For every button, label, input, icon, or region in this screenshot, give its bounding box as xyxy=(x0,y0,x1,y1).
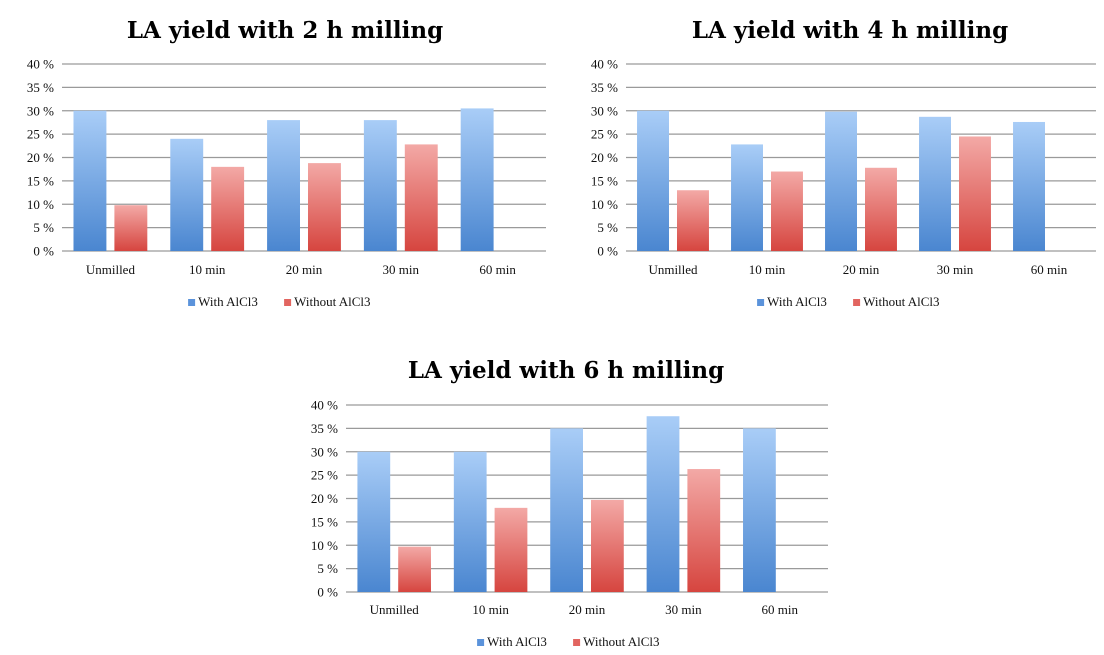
y-tick-label: 20 % xyxy=(27,150,54,165)
legend-swatch xyxy=(573,639,581,646)
x-category-label: Unmilled xyxy=(86,262,136,277)
bar-with-alcl3 xyxy=(731,144,763,251)
bar-without-alcl3 xyxy=(959,136,991,251)
bar-without-alcl3 xyxy=(677,190,709,251)
y-tick-label: 40 % xyxy=(311,398,338,413)
bar-with-alcl3 xyxy=(453,451,487,592)
y-tick-label: 0 % xyxy=(317,585,338,600)
legend-label: Without AlCl3 xyxy=(583,634,659,649)
y-tick-label: 25 % xyxy=(27,127,54,142)
bar-with-alcl3 xyxy=(267,120,300,251)
y-tick-label: 5 % xyxy=(597,220,618,235)
chart-title: LA yield with 2 h milling xyxy=(127,17,443,44)
x-category-label: 30 min xyxy=(937,262,974,277)
y-tick-label: 0 % xyxy=(33,244,54,259)
chart-4h-milling: LA yield with 4 h milling 0 % 5 % 10 % 15 % 2… xyxy=(566,0,1104,330)
chart-title: LA yield with 4 h milling xyxy=(692,17,1008,44)
x-category-label: 20 min xyxy=(569,602,606,617)
bar-without-alcl3 xyxy=(687,469,721,592)
legend-swatch xyxy=(477,639,485,646)
chart-2h-milling: LA yield with 2 h milling 0 % 5 % 10 % 15 % 2… xyxy=(0,0,560,330)
x-category-label: 20 min xyxy=(286,262,323,277)
bar-with-alcl3 xyxy=(363,120,397,251)
x-category-label: 10 min xyxy=(472,602,509,617)
chart-svg: LA yield with 6 h milling 0 % 5 % 10 % 15 % 2… xyxy=(311,357,828,649)
y-tick-label: 0 % xyxy=(597,244,618,259)
x-category-label: Unmilled xyxy=(648,262,698,277)
y-tick-label: 40 % xyxy=(591,57,618,72)
x-category-label: 60 min xyxy=(1031,262,1068,277)
y-tick-label: 35 % xyxy=(27,80,54,95)
bar-with-alcl3 xyxy=(637,110,669,251)
bar-with-alcl3 xyxy=(919,116,951,251)
x-category-label: 60 min xyxy=(762,602,799,617)
y-tick-label: 10 % xyxy=(591,197,618,212)
legend-label: With AlCl3 xyxy=(767,294,827,309)
chart-title: LA yield with 6 h milling xyxy=(408,357,724,384)
x-category-label: 60 min xyxy=(479,262,516,277)
y-tick-label: 30 % xyxy=(27,103,54,118)
bar-with-alcl3 xyxy=(170,138,204,251)
x-category-label: 30 min xyxy=(383,262,420,277)
y-tick-label: 35 % xyxy=(311,421,338,436)
bar-without-alcl3 xyxy=(114,205,148,251)
y-tick-label: 5 % xyxy=(33,220,54,235)
bar-with-alcl3 xyxy=(646,416,680,592)
y-tick-label: 25 % xyxy=(591,127,618,142)
x-category-label: 20 min xyxy=(843,262,880,277)
y-tick-label: 30 % xyxy=(591,103,618,118)
y-tick-label: 10 % xyxy=(27,197,54,212)
x-category-label: 30 min xyxy=(665,602,702,617)
bar-without-alcl3 xyxy=(398,546,431,592)
bar-with-alcl3 xyxy=(460,108,494,251)
bar-with-alcl3 xyxy=(825,111,857,251)
chart-svg: LA yield with 4 h milling 0 % 5 % 10 % 15 % 2… xyxy=(591,17,1096,309)
bar-with-alcl3 xyxy=(73,110,107,251)
y-tick-label: 30 % xyxy=(311,444,338,459)
y-tick-label: 20 % xyxy=(591,150,618,165)
legend-label: Without AlCl3 xyxy=(294,294,370,309)
legend-label: Without AlCl3 xyxy=(863,294,939,309)
bar-without-alcl3 xyxy=(865,167,897,251)
bar-without-alcl3 xyxy=(211,166,245,251)
x-category-label: 10 min xyxy=(189,262,226,277)
bar-without-alcl3 xyxy=(308,163,341,251)
bar-without-alcl3 xyxy=(494,507,528,592)
bar-with-alcl3 xyxy=(743,428,776,592)
bar-with-alcl3 xyxy=(357,451,391,592)
chart-svg: LA yield with 2 h milling 0 % 5 % 10 % 15 % 2… xyxy=(27,17,546,309)
bar-without-alcl3 xyxy=(591,499,624,592)
y-tick-label: 15 % xyxy=(311,514,338,529)
y-tick-label: 20 % xyxy=(311,491,338,506)
bar-without-alcl3 xyxy=(771,171,803,251)
y-tick-label: 5 % xyxy=(317,561,338,576)
legend-swatch xyxy=(757,299,765,306)
legend-swatch xyxy=(188,299,196,306)
y-tick-label: 10 % xyxy=(311,538,338,553)
legend-swatch xyxy=(284,299,292,306)
y-tick-label: 15 % xyxy=(27,173,54,188)
y-tick-label: 40 % xyxy=(27,57,54,72)
legend-swatch xyxy=(853,299,861,306)
y-tick-label: 25 % xyxy=(311,468,338,483)
bar-with-alcl3 xyxy=(550,428,583,592)
y-tick-label: 35 % xyxy=(591,80,618,95)
bar-without-alcl3 xyxy=(404,144,438,251)
legend-label: With AlCl3 xyxy=(487,634,547,649)
y-tick-label: 15 % xyxy=(591,173,618,188)
bar-with-alcl3 xyxy=(1013,121,1045,251)
chart-6h-milling: LA yield with 6 h milling 0 % 5 % 10 % 15 % 2… xyxy=(282,340,842,655)
x-category-label: Unmilled xyxy=(370,602,420,617)
x-category-label: 10 min xyxy=(749,262,786,277)
legend-label: With AlCl3 xyxy=(198,294,258,309)
